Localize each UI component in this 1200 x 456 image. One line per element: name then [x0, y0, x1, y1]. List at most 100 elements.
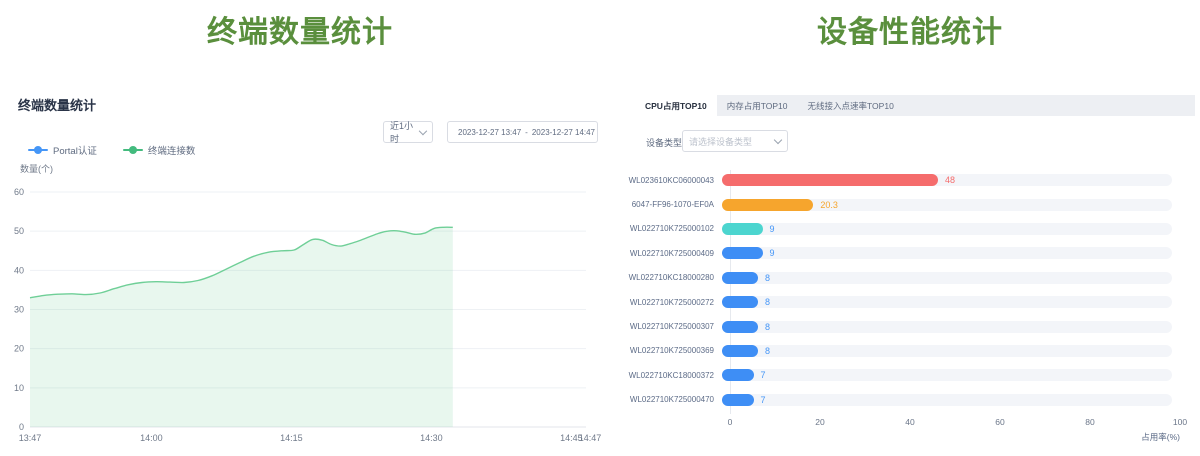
bar-row-6: WL022710K725000307 8	[620, 314, 1200, 338]
bar	[722, 198, 814, 211]
bar-value: 8	[765, 272, 771, 283]
legend-label: 终端连接数	[147, 146, 196, 157]
bar	[722, 296, 758, 309]
y-tick-label: 50	[14, 226, 24, 236]
device-name: 6047-FF96-1070-EF0A	[631, 200, 714, 210]
bar-track: 7	[722, 393, 1172, 406]
bar-chart-x-axis-label: 占用率(%)	[1141, 432, 1180, 442]
device-name: WL022710K725000272	[629, 297, 714, 307]
bar-row-7: WL022710K725000369 8	[620, 339, 1200, 363]
bar-x-tick-label: 100	[1172, 417, 1188, 427]
bar-row-5: WL022710K725000272 8	[620, 290, 1200, 314]
device-name: WL022710K725000409	[629, 248, 714, 258]
x-tick-label: 14:30	[420, 433, 443, 443]
legend-marker-icon	[122, 146, 143, 154]
bar	[722, 320, 758, 333]
x-tick-label: 14:45	[560, 433, 583, 443]
bar-x-tick-label: 0	[727, 417, 733, 427]
series-line	[29, 226, 453, 299]
device-name: WL022710K725000470	[629, 395, 714, 405]
y-tick-label: 10	[14, 383, 24, 393]
y-tick-label: 20	[14, 344, 24, 354]
performance-tabbar: CPU占用TOP10 内存占用TOP10 无线接入点速率TOP10	[635, 95, 1195, 116]
bar	[722, 344, 758, 357]
device-name: WL022710K725000369	[629, 346, 714, 356]
bar	[722, 271, 758, 284]
date-range-end: 2023-12-27 14:47	[531, 127, 596, 137]
bar-value: 9	[769, 223, 775, 234]
date-range-picker[interactable]: 2023-12-27 13:47 - 2023-12-27 14:47	[447, 121, 598, 143]
bar-value: 8	[765, 345, 771, 356]
bar-value: 8	[765, 297, 771, 308]
bar-track: 9	[722, 222, 1172, 235]
bar-chart-axis-line	[730, 170, 731, 414]
bar-x-tick-label: 80	[1085, 417, 1095, 427]
device-type-label: 设备类型	[646, 138, 683, 148]
bar-value: 7	[760, 394, 766, 405]
device-name: WL023610KC06000043	[628, 175, 714, 185]
chevron-down-icon	[773, 135, 783, 144]
bar-row-3: WL022710K725000409 9	[620, 241, 1200, 265]
bar	[722, 222, 763, 235]
tab-2[interactable]: 无线接入点速率TOP10	[807, 100, 894, 111]
bar-value: 9	[769, 248, 775, 259]
bar-track: 8	[722, 344, 1172, 357]
x-tick-label: 14:47	[579, 433, 602, 443]
bar-row-8: WL022710KC18000372 7	[620, 363, 1200, 387]
y-tick-label: 30	[14, 305, 24, 315]
chart-legend: Portal认证 终端连接数	[28, 143, 195, 157]
bar	[722, 174, 938, 187]
series-area	[30, 227, 453, 427]
bar-x-tick-label: 20	[815, 417, 825, 427]
tab-1[interactable]: 内存占用TOP10	[726, 100, 788, 111]
bar-row-9: WL022710K725000470 7	[620, 388, 1200, 412]
chevron-down-icon	[418, 126, 428, 135]
bar-track: 8	[722, 271, 1172, 284]
left-section-title: 终端数量统计	[207, 16, 393, 49]
time-range-select[interactable]: 近1小时	[383, 121, 433, 144]
legend-item-1[interactable]: 终端连接数	[122, 143, 196, 157]
bar-track: 7	[722, 369, 1172, 382]
bar-track: 8	[722, 296, 1172, 309]
legend-marker-icon	[28, 146, 48, 154]
terminal-count-area-chart: 数量(个) 0 10 20 30 40 50 60 13:47 14:00 14:15 14:30 14…	[14, 163, 602, 443]
bar-value: 48	[945, 175, 956, 186]
device-type-placeholder: 请选择设备类型	[689, 136, 753, 147]
bar-value: 8	[765, 321, 771, 332]
bar	[722, 393, 754, 406]
bar	[722, 247, 763, 260]
cpu-top10-bar-chart: WL023610KC06000043 48 6047-FF96-1070-EF0A 2…	[620, 168, 1200, 412]
bar-x-tick-label: 40	[905, 417, 915, 427]
x-tick-label: 13:47	[19, 433, 42, 443]
y-tick-label: 60	[14, 187, 24, 197]
right-section-title: 设备性能统计	[817, 16, 1003, 49]
bar-track: 9	[722, 247, 1172, 260]
bar-track: 8	[722, 320, 1172, 333]
tab-0[interactable]: CPU占用TOP10	[635, 95, 717, 116]
bar-row-4: WL022710KC18000280 8	[620, 266, 1200, 290]
device-name: WL022710K725000307	[629, 322, 714, 332]
bar-chart-x-axis: 0 20 40 60 80 100	[620, 417, 1200, 429]
y-tick-label: 0	[19, 422, 24, 432]
bar-value: 7	[760, 370, 766, 381]
device-name: WL022710KC18000372	[628, 370, 714, 380]
terminal-count-panel-title: 终端数量统计	[18, 98, 97, 113]
legend-label: Portal认证	[53, 146, 97, 157]
y-axis-label: 数量(个)	[20, 163, 53, 174]
bar-x-tick-label: 60	[995, 417, 1005, 427]
legend-item-0[interactable]: Portal认证	[28, 143, 97, 157]
y-tick-label: 40	[14, 265, 24, 275]
time-range-value: 近1小时	[390, 121, 414, 144]
bar-row-2: WL022710K725000102 9	[620, 217, 1200, 241]
device-type-select[interactable]: 请选择设备类型	[682, 130, 788, 152]
bar-row-0: WL023610KC06000043 48	[620, 168, 1200, 192]
device-name: WL022710K725000102	[629, 224, 714, 234]
device-name: WL022710KC18000280	[628, 273, 714, 283]
date-range-start: 2023-12-27 13:47	[458, 127, 522, 137]
x-tick-label: 14:00	[140, 433, 163, 443]
date-range-separator: -	[525, 127, 528, 137]
x-tick-label: 14:15	[280, 433, 303, 443]
bar-value: 20.3	[820, 199, 838, 210]
bar-track: 20.3	[722, 198, 1172, 211]
